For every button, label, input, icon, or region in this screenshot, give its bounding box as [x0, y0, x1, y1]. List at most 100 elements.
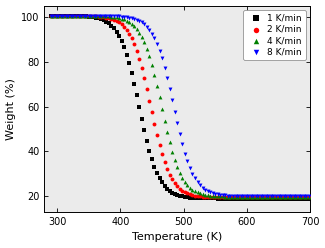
- 1 K/min: [139, 117, 144, 121]
- 8 K/min: [162, 65, 167, 69]
- 2 K/min: [76, 14, 81, 18]
- 1 K/min: [134, 93, 139, 97]
- 8 K/min: [61, 14, 66, 18]
- 1 K/min: [215, 196, 220, 200]
- 2 K/min: [220, 195, 226, 199]
- 4 K/min: [99, 14, 104, 18]
- 4 K/min: [223, 194, 228, 198]
- 1 K/min: [213, 196, 218, 200]
- 8 K/min: [251, 194, 256, 198]
- 4 K/min: [256, 195, 261, 199]
- 2 K/min: [116, 20, 122, 24]
- 1 K/min: [96, 16, 101, 20]
- 8 K/min: [192, 177, 198, 181]
- 2 K/min: [304, 195, 309, 199]
- 4 K/min: [84, 14, 89, 18]
- 4 K/min: [157, 95, 162, 99]
- 4 K/min: [294, 195, 299, 199]
- 8 K/min: [256, 194, 261, 198]
- 8 K/min: [109, 14, 114, 18]
- 1 K/min: [258, 197, 264, 201]
- 4 K/min: [116, 16, 122, 20]
- 2 K/min: [48, 14, 53, 18]
- 2 K/min: [240, 195, 246, 199]
- 8 K/min: [81, 14, 86, 18]
- 1 K/min: [291, 197, 296, 201]
- 4 K/min: [164, 130, 170, 134]
- 4 K/min: [154, 84, 160, 88]
- 1 K/min: [273, 197, 279, 201]
- 1 K/min: [202, 196, 208, 200]
- 2 K/min: [243, 195, 248, 199]
- 4 K/min: [94, 14, 99, 18]
- 2 K/min: [99, 15, 104, 19]
- 1 K/min: [152, 165, 157, 169]
- 8 K/min: [296, 194, 301, 198]
- 1 K/min: [228, 197, 233, 201]
- 2 K/min: [177, 187, 182, 191]
- 1 K/min: [162, 184, 167, 188]
- 1 K/min: [84, 14, 89, 18]
- 8 K/min: [76, 14, 81, 18]
- 1 K/min: [160, 181, 165, 185]
- 2 K/min: [256, 195, 261, 199]
- 4 K/min: [101, 14, 107, 18]
- 4 K/min: [114, 15, 119, 19]
- 8 K/min: [185, 159, 190, 163]
- 2 K/min: [91, 14, 96, 18]
- 1 K/min: [78, 14, 84, 18]
- 8 K/min: [137, 19, 142, 23]
- 2 K/min: [56, 14, 61, 18]
- 1 K/min: [53, 14, 58, 18]
- 1 K/min: [182, 195, 188, 199]
- 4 K/min: [230, 195, 236, 199]
- 4 K/min: [210, 194, 215, 198]
- 2 K/min: [119, 22, 124, 26]
- 4 K/min: [273, 195, 279, 199]
- 4 K/min: [243, 195, 248, 199]
- 8 K/min: [218, 193, 223, 197]
- 1 K/min: [240, 197, 246, 201]
- 4 K/min: [238, 195, 243, 199]
- 1 K/min: [243, 197, 248, 201]
- 8 K/min: [114, 14, 119, 18]
- 8 K/min: [154, 42, 160, 46]
- 1 K/min: [218, 196, 223, 200]
- 2 K/min: [78, 14, 84, 18]
- 1 K/min: [154, 171, 160, 175]
- 8 K/min: [200, 186, 205, 190]
- 8 K/min: [170, 98, 175, 102]
- 8 K/min: [129, 16, 134, 20]
- 4 K/min: [301, 195, 306, 199]
- 2 K/min: [306, 195, 312, 199]
- 4 K/min: [167, 140, 172, 144]
- 8 K/min: [248, 194, 253, 198]
- 8 K/min: [132, 17, 137, 21]
- 2 K/min: [142, 76, 147, 80]
- 4 K/min: [258, 195, 264, 199]
- 2 K/min: [228, 195, 233, 199]
- 4 K/min: [182, 180, 188, 184]
- 1 K/min: [66, 14, 71, 18]
- 8 K/min: [84, 14, 89, 18]
- 1 K/min: [205, 196, 210, 200]
- 8 K/min: [94, 14, 99, 18]
- 4 K/min: [86, 14, 91, 18]
- 4 K/min: [73, 14, 79, 18]
- 2 K/min: [58, 14, 63, 18]
- 4 K/min: [129, 22, 134, 26]
- 1 K/min: [132, 82, 137, 86]
- 8 K/min: [48, 14, 53, 18]
- 2 K/min: [225, 195, 230, 199]
- 1 K/min: [304, 197, 309, 201]
- 8 K/min: [142, 22, 147, 26]
- 2 K/min: [175, 184, 180, 188]
- 8 K/min: [99, 14, 104, 18]
- 4 K/min: [187, 186, 192, 189]
- 4 K/min: [61, 14, 66, 18]
- 2 K/min: [152, 122, 157, 126]
- 2 K/min: [157, 143, 162, 147]
- 8 K/min: [53, 14, 58, 18]
- 8 K/min: [279, 194, 284, 198]
- 2 K/min: [129, 36, 134, 40]
